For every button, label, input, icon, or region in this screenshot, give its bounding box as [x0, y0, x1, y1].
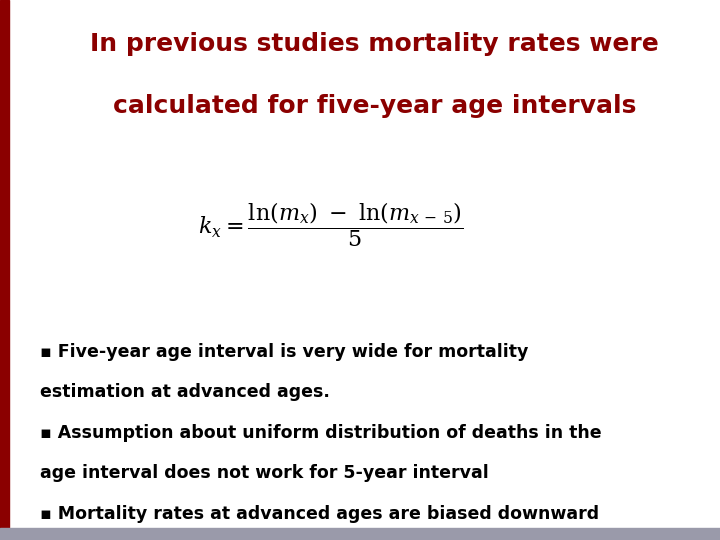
- Text: In previous studies mortality rates were: In previous studies mortality rates were: [90, 32, 659, 56]
- Text: estimation at advanced ages.: estimation at advanced ages.: [40, 383, 330, 401]
- Text: $k_x = \dfrac{\ln(m_x)\ -\ \ln(m_{x\,-\,5})}{5}$: $k_x = \dfrac{\ln(m_x)\ -\ \ln(m_{x\,-\,…: [199, 200, 464, 248]
- Text: ▪ Mortality rates at advanced ages are biased downward: ▪ Mortality rates at advanced ages are b…: [40, 505, 599, 523]
- Text: age interval does not work for 5-year interval: age interval does not work for 5-year in…: [40, 464, 488, 482]
- Text: ▪ Five-year age interval is very wide for mortality: ▪ Five-year age interval is very wide fo…: [40, 343, 528, 361]
- Text: calculated for five-year age intervals: calculated for five-year age intervals: [113, 94, 636, 118]
- Text: ▪ Assumption about uniform distribution of deaths in the: ▪ Assumption about uniform distribution …: [40, 424, 601, 442]
